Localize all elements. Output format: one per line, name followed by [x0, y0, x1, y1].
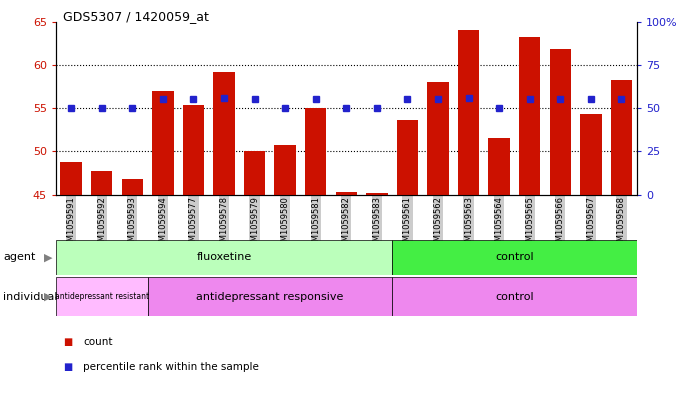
- Text: individual: individual: [3, 292, 58, 302]
- Text: ▶: ▶: [44, 292, 52, 302]
- Bar: [458, 30, 479, 195]
- Bar: [213, 72, 235, 195]
- Bar: [244, 151, 266, 195]
- Text: antidepressant responsive: antidepressant responsive: [196, 292, 343, 302]
- Text: agent: agent: [3, 252, 36, 263]
- Text: GDS5307 / 1420059_at: GDS5307 / 1420059_at: [63, 10, 208, 23]
- Text: ■: ■: [63, 362, 72, 373]
- Bar: [397, 120, 418, 195]
- Text: count: count: [83, 337, 112, 347]
- Bar: [427, 82, 449, 195]
- Bar: [61, 162, 82, 195]
- Bar: [392, 277, 637, 316]
- Text: ■: ■: [63, 337, 72, 347]
- Text: percentile rank within the sample: percentile rank within the sample: [83, 362, 259, 373]
- Bar: [274, 145, 296, 195]
- Bar: [152, 91, 174, 195]
- Text: ▶: ▶: [44, 252, 52, 263]
- Bar: [519, 37, 541, 195]
- Bar: [305, 108, 326, 195]
- Bar: [366, 193, 387, 195]
- Bar: [56, 277, 148, 316]
- Bar: [56, 240, 392, 275]
- Bar: [488, 138, 510, 195]
- Text: antidepressant resistant: antidepressant resistant: [54, 292, 148, 301]
- Bar: [611, 79, 632, 195]
- Text: control: control: [495, 292, 534, 302]
- Bar: [91, 171, 112, 195]
- Bar: [580, 114, 601, 195]
- Bar: [550, 49, 571, 195]
- Text: fluoxetine: fluoxetine: [196, 252, 251, 263]
- Bar: [336, 192, 357, 195]
- Bar: [183, 105, 204, 195]
- Bar: [122, 179, 143, 195]
- Bar: [392, 240, 637, 275]
- Bar: [148, 277, 392, 316]
- Text: control: control: [495, 252, 534, 263]
